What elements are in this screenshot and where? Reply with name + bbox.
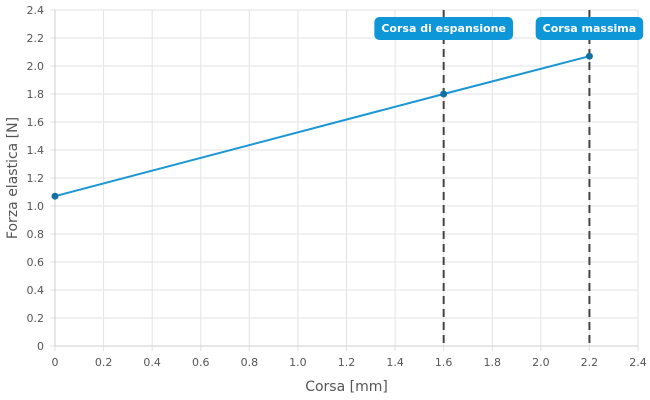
y-tick-label: 2.2 [27, 32, 45, 45]
y-tick-label: 1.8 [27, 88, 45, 101]
x-tick-label: 0 [52, 356, 59, 369]
x-tick-label: 1.4 [386, 356, 404, 369]
axes [54, 10, 638, 347]
y-tick-label: 0 [37, 340, 44, 353]
x-tick-label: 1.0 [289, 356, 307, 369]
grid [50, 9, 639, 351]
annotation-text-1: Corsa massima [543, 22, 637, 35]
y-tick-label: 1.2 [27, 172, 45, 185]
annotation-label-0: Corsa di espansione [374, 17, 513, 40]
series [51, 52, 593, 200]
x-tick-label: 2.4 [629, 356, 647, 369]
x-tick-labels: 0 0.2 0.4 0.6 0.8 1.0 1.2 1.4 1.6 1.8 2.0 2.2 2.4 [52, 356, 647, 369]
x-tick-label: 0.6 [192, 356, 210, 369]
x-tick-label: 2.0 [532, 356, 550, 369]
x-tick-label: 1.6 [435, 356, 453, 369]
y-tick-label: 1.6 [27, 116, 45, 129]
y-tick-label: 0.4 [27, 284, 45, 297]
x-tick-label: 0.8 [241, 356, 259, 369]
data-point [585, 52, 593, 60]
x-tick-label: 0.4 [143, 356, 161, 369]
series-line-0 [54, 55, 590, 198]
x-tick-label: 0.2 [95, 356, 113, 369]
annotation-markers [442, 10, 591, 346]
annotation-label-1: Corsa massima [535, 17, 644, 40]
y-tick-label: 0.8 [27, 228, 45, 241]
y-tick-label: 1.0 [27, 200, 45, 213]
y-axis-title: Forza elastica [N] [5, 117, 21, 239]
y-tick-label: 0.2 [27, 312, 45, 325]
data-point [440, 90, 448, 98]
annotation-labels: Corsa di espansione Corsa massima [374, 17, 644, 40]
x-tick-label: 2.2 [581, 356, 599, 369]
y-tick-labels: 0 0.2 0.4 0.6 0.8 1.0 1.2 1.4 1.6 1.8 2.0 2.2 2.4 [27, 4, 45, 353]
x-tick-label: 1.8 [484, 356, 502, 369]
y-tick-label: 1.4 [27, 144, 45, 157]
data-point [51, 192, 59, 200]
annotation-box-0 [374, 17, 513, 40]
x-axis-title: Corsa [mm] [305, 379, 388, 395]
y-tick-label: 0.6 [27, 256, 45, 269]
annotation-text-0: Corsa di espansione [381, 22, 506, 35]
y-tick-label: 2.0 [27, 60, 45, 73]
y-tick-label: 2.4 [27, 4, 45, 17]
x-tick-label: 1.2 [338, 356, 356, 369]
annotation-box-1 [535, 17, 644, 40]
